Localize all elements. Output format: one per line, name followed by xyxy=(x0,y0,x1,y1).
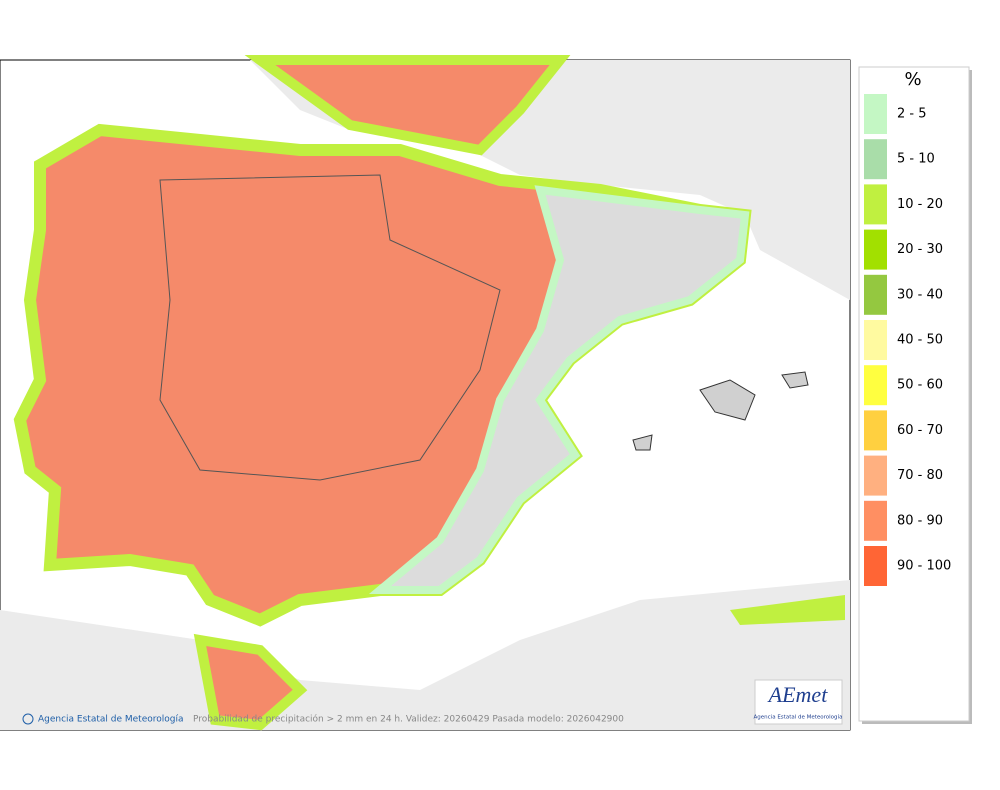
logo-box xyxy=(754,679,843,725)
legend-label: 70 - 80 xyxy=(897,468,943,483)
legend-label: 80 - 90 xyxy=(897,513,943,528)
copyright-icon xyxy=(22,713,34,725)
legend-label: 30 - 40 xyxy=(897,287,943,302)
legend-label: 60 - 70 xyxy=(897,423,943,438)
precip-africa xyxy=(193,633,308,731)
legend-swatch xyxy=(864,184,887,225)
legend-swatch xyxy=(864,500,887,541)
legend-label: 2 - 5 xyxy=(897,107,927,122)
legend-swatch xyxy=(864,139,887,180)
legend-swatch xyxy=(864,229,887,270)
mallorca xyxy=(699,379,756,421)
legend-label: 50 - 60 xyxy=(897,378,943,393)
legend-label: 5 - 10 xyxy=(897,152,935,167)
legend-swatch xyxy=(864,455,887,496)
legend-swatch xyxy=(864,546,887,586)
legend-label: 20 - 30 xyxy=(897,242,943,257)
legend-label: 90 - 100 xyxy=(897,559,951,574)
logo-subtitle: Agencia Estatal de Meteorología xyxy=(754,714,843,721)
legend: % 2 - 5 5 - 10 10 - 20 20 - 30 30 - 40 40 - 5… xyxy=(858,66,972,724)
logo-name: AEmet xyxy=(767,682,829,707)
menorca xyxy=(781,371,809,389)
east-coast-dry xyxy=(368,185,750,594)
map: Agencia Estatal de Meteorología Probabil… xyxy=(0,55,851,731)
region-borders xyxy=(159,174,501,481)
legend-swatch xyxy=(864,410,887,451)
legend-title: % xyxy=(904,69,921,90)
caption: Probabilidad de precipitación > 2 mm en … xyxy=(193,714,624,725)
precip-algeria xyxy=(730,595,845,625)
legend-swatch xyxy=(864,94,887,134)
legend-swatch xyxy=(864,365,887,406)
legend-label: 40 - 50 xyxy=(897,333,943,348)
legend-label: 10 - 20 xyxy=(897,197,943,212)
precip-north xyxy=(244,55,571,156)
legend-swatch xyxy=(864,274,887,315)
credit: Agencia Estatal de Meteorología xyxy=(38,715,184,725)
ibiza xyxy=(632,434,653,451)
legend-swatch xyxy=(864,320,887,360)
